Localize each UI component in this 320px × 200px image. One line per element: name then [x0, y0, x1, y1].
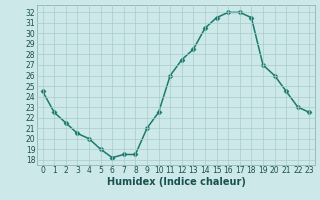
X-axis label: Humidex (Indice chaleur): Humidex (Indice chaleur) — [107, 177, 245, 187]
